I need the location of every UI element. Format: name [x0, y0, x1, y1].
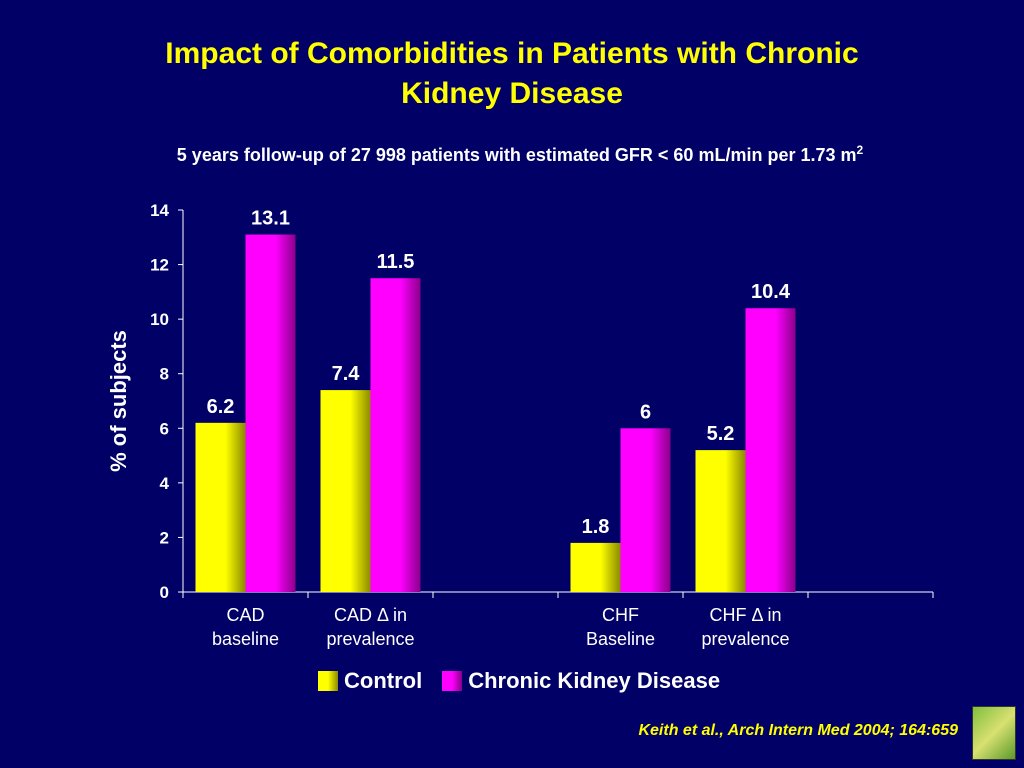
title-line-1: Impact of Comorbidities in Patients with…: [165, 37, 859, 70]
bar-ckd: [245, 234, 296, 593]
x-tick-label: CAD Δ in: [334, 605, 407, 625]
y-tick-label: 6: [160, 419, 169, 438]
x-tick-label: prevalence: [326, 629, 414, 649]
bar-ckd: [370, 278, 421, 592]
data-label: 11.5: [377, 251, 415, 273]
bar-ckd: [620, 428, 671, 592]
y-tick-label: 4: [160, 474, 170, 493]
citation: Keith et al., Arch Intern Med 2004; 164:…: [638, 722, 958, 739]
data-label: 1.8: [582, 516, 610, 538]
bar-ckd: [745, 308, 796, 592]
y-tick-label: 12: [150, 256, 169, 275]
x-tick-label: CHF: [602, 605, 639, 625]
y-tick-label: 2: [160, 528, 169, 547]
legend-item-control: Control: [318, 668, 422, 694]
y-tick-label: 0: [160, 583, 169, 602]
chart-legend: Control Chronic Kidney Disease: [318, 668, 740, 694]
y-tick-label: 8: [160, 365, 169, 384]
bar-control: [570, 542, 621, 592]
subtitle-superscript: 2: [856, 143, 864, 157]
subtitle-text: 5 years follow-up of 27 998 patients wit…: [176, 145, 857, 165]
bar-control: [195, 422, 246, 592]
data-label: 10.4: [751, 281, 791, 303]
slide-title: Impact of Comorbidities in Patients with…: [0, 34, 1024, 114]
x-tick-label: CAD: [226, 605, 264, 625]
logo-icon: [972, 706, 1016, 760]
x-tick-label: prevalence: [701, 629, 789, 649]
data-label: 6: [640, 401, 651, 423]
data-label: 5.2: [707, 423, 735, 445]
legend-label-control: Control: [344, 668, 423, 693]
x-tick-label: baseline: [212, 629, 279, 649]
data-label: 6.2: [207, 396, 235, 418]
y-tick-label: 14: [150, 201, 169, 220]
data-label: 13.1: [251, 208, 290, 230]
legend-label-ckd: Chronic Kidney Disease: [468, 668, 721, 693]
legend-swatch-control: [318, 671, 338, 691]
slide-subtitle: 5 years follow-up of 27 998 patients wit…: [0, 143, 1024, 166]
y-tick-label: 10: [150, 310, 169, 329]
bar-control: [320, 390, 371, 592]
legend-swatch-ckd: [442, 671, 463, 691]
y-axis-title: % of subjects: [106, 330, 131, 472]
data-label: 7.4: [332, 363, 361, 385]
legend-item-ckd: Chronic Kidney Disease: [442, 668, 720, 694]
x-tick-label: Baseline: [586, 629, 655, 649]
bar-control: [695, 450, 746, 592]
title-line-2: Kidney Disease: [401, 77, 623, 110]
x-tick-label: CHF Δ in: [709, 605, 781, 625]
